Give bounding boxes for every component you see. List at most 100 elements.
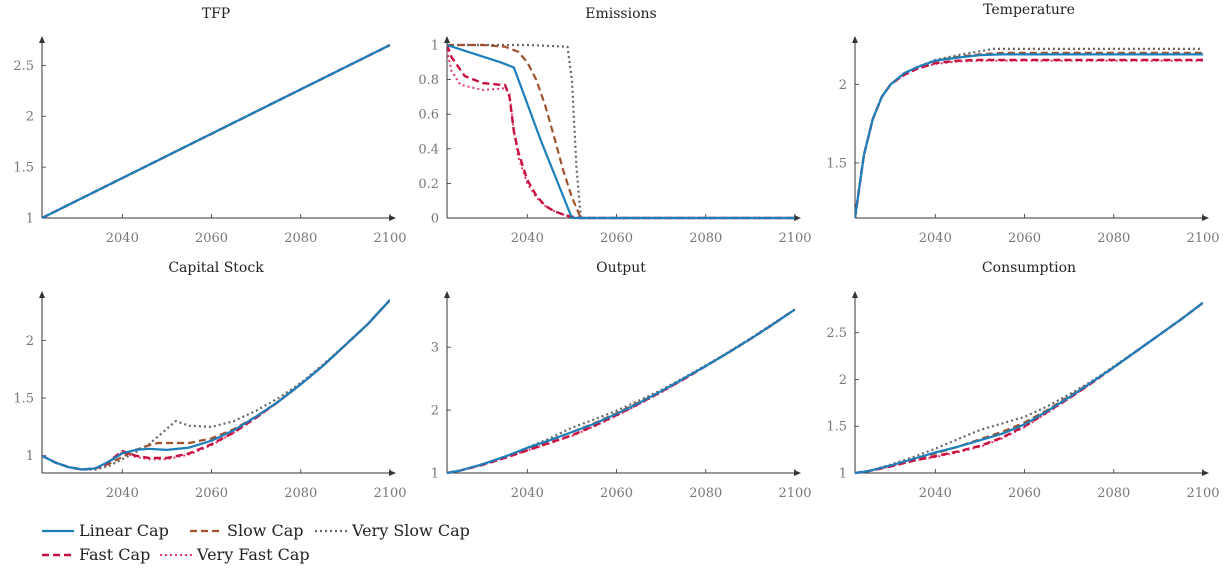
y-axis-arrow-icon: [39, 36, 45, 43]
legend: Linear Cap Slow Cap Very Slow Cap Fast Cap V…: [42, 521, 470, 564]
y-axis-arrow-icon: [852, 291, 858, 298]
y-tick-label: 1.5: [826, 420, 847, 435]
x-tick-label: 2060: [1008, 231, 1041, 246]
series-line-linear: [855, 53, 1203, 219]
series-line-very-slow: [447, 308, 795, 475]
y-tick-label: 0.8: [418, 73, 439, 88]
y-tick-label: 2: [431, 404, 439, 419]
y-axis-arrow-icon: [39, 291, 45, 298]
legend-item-very-slow: Very Slow Cap: [315, 521, 470, 540]
series-line-fast: [42, 299, 390, 471]
series-line-fast: [855, 58, 1203, 219]
x-axis-arrow-icon: [1202, 470, 1209, 476]
x-tick-label: 2060: [1008, 486, 1041, 501]
y-tick-label: 1.5: [13, 161, 34, 176]
panel-title: Temperature: [983, 2, 1075, 18]
x-tick-label: 2100: [1186, 231, 1219, 246]
x-axis-arrow-icon: [389, 215, 396, 221]
series-line-very-fast: [447, 49, 795, 219]
legend-label: Very Fast Cap: [196, 545, 310, 564]
series-line-slow: [447, 43, 795, 220]
x-tick-label: 2060: [600, 231, 633, 246]
y-axis-arrow-icon: [852, 36, 858, 43]
y-tick-label: 0.2: [418, 177, 439, 192]
y-tick-label: 0: [431, 212, 439, 227]
legend-label: Linear Cap: [79, 521, 169, 540]
y-axis-arrow-icon: [444, 36, 450, 43]
y-tick-label: 2.5: [826, 326, 847, 341]
x-tick-label: 2060: [600, 486, 633, 501]
x-tick-label: 2100: [373, 231, 406, 246]
x-tick-label: 2080: [284, 486, 317, 501]
legend-label: Fast Cap: [79, 545, 150, 564]
panel-temperature: Temperature 2040 2060 2080 2100 1.5 2: [826, 2, 1219, 246]
series-line-linear: [447, 308, 795, 475]
x-tick-label: 2060: [195, 486, 228, 501]
y-tick-label: 2: [26, 110, 34, 125]
series-line-very-fast: [855, 302, 1203, 474]
x-tick-label: 2080: [689, 231, 722, 246]
y-tick-label: 2.5: [13, 59, 34, 74]
x-tick-label: 2060: [195, 231, 228, 246]
x-tick-label: 2080: [689, 486, 722, 501]
x-tick-label: 2040: [511, 231, 544, 246]
series-line-very-fast: [855, 59, 1203, 219]
y-tick-label: 3: [431, 341, 439, 356]
x-axis-arrow-icon: [1202, 215, 1209, 221]
series-line-linear: [42, 299, 390, 471]
series-line-slow: [855, 51, 1203, 219]
panel-title: Capital Stock: [168, 260, 264, 276]
panel-consumption: Consumption 2040 2060 2080 2100 1 1.5 2 2.5: [826, 260, 1219, 501]
series-line-very-fast: [447, 308, 795, 474]
series-line-slow: [447, 308, 795, 475]
legend-item-very-fast: Very Fast Cap: [160, 545, 310, 564]
y-tick-label: 0.4: [418, 142, 439, 157]
legend-label: Slow Cap: [227, 521, 304, 540]
series-line-fast: [855, 301, 1203, 475]
y-tick-label: 1: [26, 449, 34, 464]
y-tick-label: 1: [839, 467, 847, 482]
panel-capital-stock: Capital Stock 2040 2060 2080 2100 1 1.5 2: [13, 260, 406, 501]
y-tick-label: 1: [26, 212, 34, 227]
x-tick-label: 2040: [511, 486, 544, 501]
x-tick-label: 2100: [373, 486, 406, 501]
legend-label: Very Slow Cap: [351, 521, 470, 540]
legend-item-slow: Slow Cap: [190, 521, 304, 540]
series-line-very-fast: [42, 299, 390, 471]
series-line-slow: [855, 301, 1203, 475]
x-axis-arrow-icon: [794, 215, 801, 221]
x-tick-label: 2100: [778, 486, 811, 501]
y-tick-label: 1: [431, 467, 439, 482]
y-tick-label: 1.5: [826, 156, 847, 171]
legend-item-fast: Fast Cap: [42, 545, 150, 564]
x-axis-arrow-icon: [389, 470, 396, 476]
panel-emissions: Emissions 2040 2060 2080 2100 0 0.2 0.4 0.6 0.8 1: [418, 6, 811, 246]
x-axis-arrow-icon: [794, 470, 801, 476]
series-line-very-slow: [447, 43, 795, 220]
x-tick-label: 2040: [919, 486, 952, 501]
legend-item-linear: Linear Cap: [42, 521, 169, 540]
y-tick-label: 2: [839, 373, 847, 388]
x-tick-label: 2080: [284, 231, 317, 246]
series-line-slow: [42, 299, 390, 471]
y-tick-label: 2: [26, 334, 34, 349]
x-tick-label: 2040: [106, 486, 139, 501]
x-tick-label: 2100: [1186, 486, 1219, 501]
panel-title: Consumption: [982, 260, 1076, 276]
y-axis-arrow-icon: [444, 291, 450, 298]
x-tick-label: 2040: [919, 231, 952, 246]
y-tick-label: 1: [431, 39, 439, 54]
x-tick-label: 2080: [1097, 486, 1130, 501]
panel-output: Output 2040 2060 2080 2100 1 2 3: [431, 260, 812, 501]
panel-title: Emissions: [585, 6, 656, 22]
panel-tfp: TFP 2040 2060 2080 2100 1 1.5 2 2.5: [13, 6, 406, 246]
y-tick-label: 2: [839, 78, 847, 93]
y-tick-label: 0.6: [418, 108, 439, 123]
series-line-very-slow: [42, 299, 390, 471]
panel-title: Output: [596, 260, 646, 276]
series-line-linear: [855, 301, 1203, 475]
y-tick-label: 1.5: [13, 392, 34, 407]
series-line-linear: [42, 44, 390, 219]
